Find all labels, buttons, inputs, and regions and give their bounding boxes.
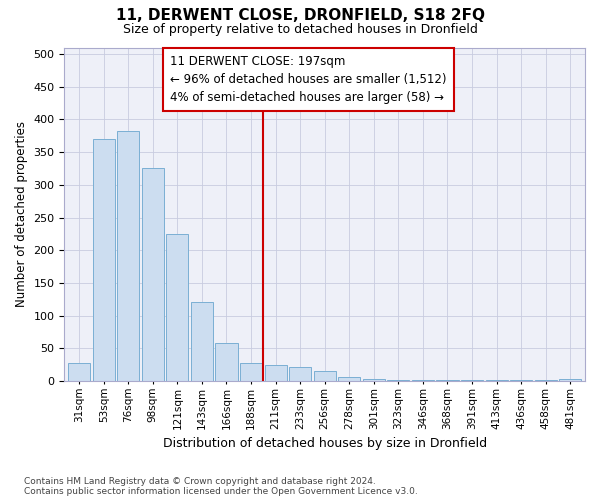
Bar xyxy=(510,380,532,381)
Y-axis label: Number of detached properties: Number of detached properties xyxy=(15,121,28,307)
Bar xyxy=(215,343,238,381)
Bar xyxy=(559,379,581,381)
Bar xyxy=(485,380,508,381)
Bar xyxy=(68,362,90,381)
Bar xyxy=(461,380,483,381)
Text: Contains public sector information licensed under the Open Government Licence v3: Contains public sector information licen… xyxy=(24,488,418,496)
Bar xyxy=(240,362,262,381)
Bar xyxy=(314,370,336,381)
Bar xyxy=(363,379,385,381)
Text: 11, DERWENT CLOSE, DRONFIELD, S18 2FQ: 11, DERWENT CLOSE, DRONFIELD, S18 2FQ xyxy=(115,8,485,22)
Bar xyxy=(338,377,361,381)
Bar xyxy=(535,380,557,381)
Bar xyxy=(436,380,458,381)
Bar xyxy=(388,380,409,381)
Bar xyxy=(289,366,311,381)
X-axis label: Distribution of detached houses by size in Dronfield: Distribution of detached houses by size … xyxy=(163,437,487,450)
Bar xyxy=(412,380,434,381)
Text: 11 DERWENT CLOSE: 197sqm
← 96% of detached houses are smaller (1,512)
4% of semi: 11 DERWENT CLOSE: 197sqm ← 96% of detach… xyxy=(170,56,446,104)
Bar xyxy=(142,168,164,381)
Bar xyxy=(117,131,139,381)
Bar xyxy=(265,364,287,381)
Text: Size of property relative to detached houses in Dronfield: Size of property relative to detached ho… xyxy=(122,22,478,36)
Bar xyxy=(191,302,213,381)
Bar xyxy=(92,139,115,381)
Bar xyxy=(166,234,188,381)
Text: Contains HM Land Registry data © Crown copyright and database right 2024.: Contains HM Land Registry data © Crown c… xyxy=(24,478,376,486)
